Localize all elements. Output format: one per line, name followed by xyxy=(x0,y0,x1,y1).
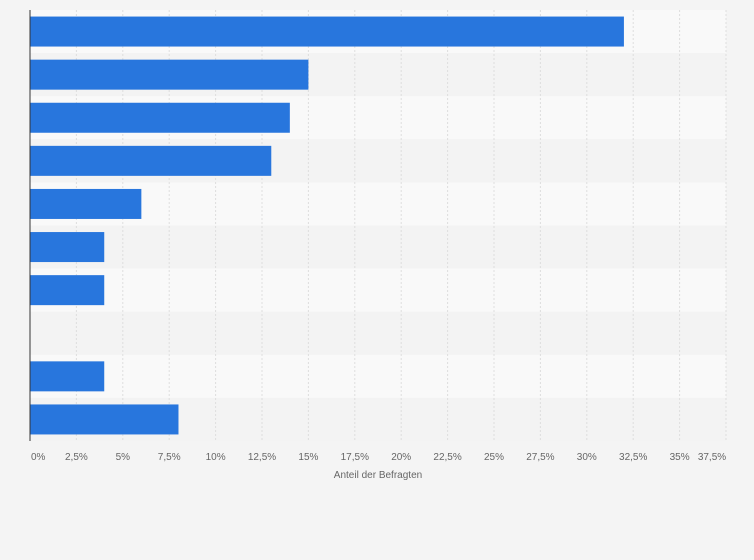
x-tick-label: 12,5% xyxy=(248,452,276,463)
x-tick-label: 27,5% xyxy=(526,452,554,463)
row-bands xyxy=(30,10,726,441)
bars xyxy=(30,16,624,435)
x-tick-label: 5% xyxy=(116,452,131,463)
row-band xyxy=(30,354,726,398)
x-tick-label: 0% xyxy=(31,452,46,463)
x-tick-label: 37,5% xyxy=(698,452,726,463)
x-tick-label: 25% xyxy=(484,452,504,463)
bar[interactable] xyxy=(30,232,105,263)
bar[interactable] xyxy=(30,275,105,306)
row-band xyxy=(30,225,726,269)
x-axis-title: Anteil der Befragten xyxy=(334,470,422,481)
x-tick-label: 20% xyxy=(391,452,411,463)
bar[interactable] xyxy=(30,59,309,90)
x-tick-label: 35% xyxy=(670,452,690,463)
x-tick-label: 7,5% xyxy=(158,452,181,463)
x-tick-labels: 0% 2,5% 5% 7,5% 10% 12,5% 15% 17,5% 20% 22,5% 25% 2… xyxy=(31,452,726,463)
x-tick-label: 15% xyxy=(298,452,318,463)
x-tick-label: 32,5% xyxy=(619,452,647,463)
x-tick-label: 22,5% xyxy=(433,452,461,463)
x-tick-label: 17,5% xyxy=(341,452,369,463)
row-band xyxy=(30,268,726,312)
bar[interactable] xyxy=(30,188,142,219)
row-band xyxy=(30,311,726,355)
bar[interactable] xyxy=(30,361,105,392)
bar[interactable] xyxy=(30,102,290,133)
bar[interactable] xyxy=(30,16,624,47)
x-tick-label: 2,5% xyxy=(65,452,88,463)
x-tick-label: 10% xyxy=(206,452,226,463)
bar[interactable] xyxy=(30,404,179,435)
row-band xyxy=(30,182,726,226)
bar[interactable] xyxy=(30,145,272,176)
x-tick-label: 30% xyxy=(577,452,597,463)
